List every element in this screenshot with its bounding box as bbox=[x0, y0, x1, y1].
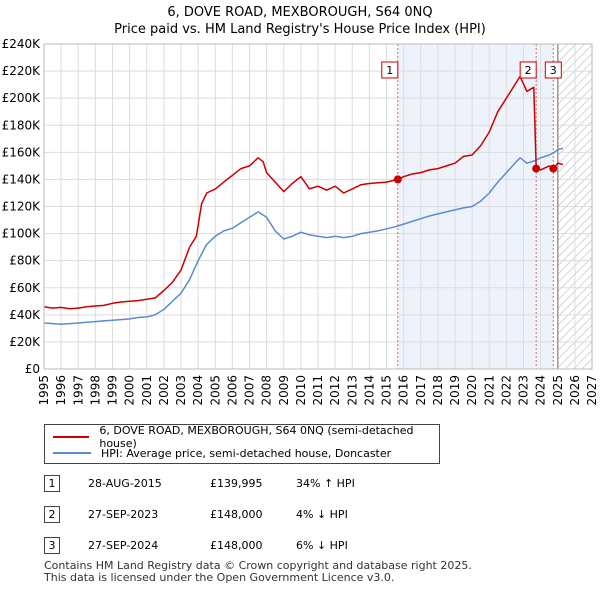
x-tick-label: 2021 bbox=[482, 375, 496, 406]
sale-point-2 bbox=[532, 164, 541, 173]
legend-label-property: 6, DOVE ROAD, MEXBOROUGH, S64 0NQ (semi-… bbox=[99, 424, 414, 450]
legend-item-hpi: HPI: Average price, semi-detached house,… bbox=[53, 445, 391, 461]
y-tick-label: £40K bbox=[9, 308, 41, 322]
footer: Contains HM Land Registry data © Crown c… bbox=[44, 560, 472, 584]
x-tick-label: 2016 bbox=[397, 375, 411, 406]
x-tick-label: 2000 bbox=[123, 375, 137, 406]
transaction-number: 1 bbox=[44, 475, 60, 492]
x-tick-label: 2010 bbox=[294, 375, 308, 406]
x-tick-label: 2022 bbox=[499, 375, 513, 406]
x-tick-label: 1998 bbox=[88, 375, 102, 406]
x-tick-label: 2026 bbox=[568, 375, 582, 406]
legend: 6, DOVE ROAD, MEXBOROUGH, S64 0NQ (semi-… bbox=[44, 424, 440, 464]
chart-subtitle: Price paid vs. HM Land Registry's House … bbox=[114, 22, 486, 37]
y-tick-label: £60K bbox=[9, 281, 41, 295]
y-tick-label: £140K bbox=[2, 172, 42, 186]
x-tick-label: 2018 bbox=[431, 375, 445, 406]
x-tick-label: 2003 bbox=[174, 375, 188, 406]
y-tick-label: £220K bbox=[2, 64, 42, 78]
transaction-hpi: 4% ↓ HPI bbox=[296, 508, 348, 521]
legend-label-hpi: HPI: Average price, semi-detached house,… bbox=[101, 446, 392, 460]
y-tick-label: £160K bbox=[2, 145, 42, 159]
marker-label-box-3 bbox=[544, 61, 562, 79]
series-line-property bbox=[43, 75, 564, 310]
x-tick-label: 2006 bbox=[225, 375, 239, 406]
x-tick-label: 2024 bbox=[534, 375, 548, 406]
marker-label-box-1 bbox=[381, 61, 399, 79]
transaction-number: 2 bbox=[44, 506, 60, 523]
x-tick-label: 1995 bbox=[37, 375, 51, 406]
y-tick-label: £80K bbox=[9, 254, 41, 268]
x-tick-label: 2023 bbox=[517, 375, 531, 406]
transaction-date: 28-AUG-2015 bbox=[88, 477, 162, 490]
transaction-number: 3 bbox=[44, 537, 60, 554]
x-tick-label: 2009 bbox=[277, 375, 291, 406]
x-tick-label: 2001 bbox=[140, 375, 154, 406]
x-tick-label: 2012 bbox=[328, 375, 342, 406]
y-tick-label: £20K bbox=[9, 335, 41, 349]
x-tick-label: 1996 bbox=[54, 375, 68, 406]
series-line-hpi bbox=[43, 147, 564, 326]
x-tick-label: 2020 bbox=[465, 375, 479, 406]
y-tick-label: £200K bbox=[2, 91, 42, 105]
x-tick-label: 2005 bbox=[208, 375, 222, 406]
x-tick-label: 2014 bbox=[362, 375, 376, 406]
transaction-price: £148,000 bbox=[210, 508, 263, 521]
x-tick-label: 2007 bbox=[243, 375, 257, 406]
y-tick-label: £180K bbox=[2, 118, 42, 132]
legend-swatch-blue bbox=[53, 452, 91, 454]
x-tick-label: 2019 bbox=[448, 375, 462, 406]
x-tick-label: 2027 bbox=[585, 375, 599, 406]
marker-label-3: 3 bbox=[550, 64, 557, 77]
y-tick-label: £0 bbox=[25, 362, 40, 376]
legend-item-property: 6, DOVE ROAD, MEXBOROUGH, S64 0NQ (semi-… bbox=[53, 424, 439, 450]
transaction-hpi: 34% ↑ HPI bbox=[296, 477, 355, 490]
marker-label-1: 1 bbox=[386, 64, 393, 77]
x-tick-label: 1999 bbox=[106, 375, 120, 406]
transaction-date: 27-SEP-2023 bbox=[88, 508, 159, 521]
x-tick-label: 2015 bbox=[380, 375, 394, 406]
y-tick-label: £120K bbox=[2, 200, 42, 214]
transaction-price: £139,995 bbox=[210, 477, 263, 490]
plot-border bbox=[43, 43, 593, 370]
y-tick-label: £240K bbox=[2, 37, 42, 51]
x-tick-label: 1997 bbox=[71, 375, 85, 406]
x-tick-label: 2004 bbox=[191, 375, 205, 406]
transaction-hpi: 6% ↓ HPI bbox=[296, 539, 348, 552]
x-tick-label: 2017 bbox=[414, 375, 428, 406]
sale-point-3 bbox=[549, 164, 558, 173]
x-tick-label: 2011 bbox=[311, 375, 325, 406]
x-tick-label: 2002 bbox=[157, 375, 171, 406]
marker-label-box-2 bbox=[519, 61, 537, 79]
marker-label-2: 2 bbox=[525, 64, 532, 77]
transaction-date: 27-SEP-2024 bbox=[88, 539, 159, 552]
footer-licence: This data is licensed under the Open Gov… bbox=[44, 571, 395, 584]
x-tick-label: 2008 bbox=[260, 375, 274, 406]
price-chart: 6, DOVE ROAD, MEXBOROUGH, S64 0NQ Price … bbox=[2, 5, 599, 406]
footer-copyright: Contains HM Land Registry data © Crown c… bbox=[44, 559, 472, 572]
x-tick-label: 2025 bbox=[551, 375, 565, 406]
legend-swatch-red bbox=[53, 436, 90, 438]
y-tick-label: £100K bbox=[2, 227, 42, 241]
transaction-price: £148,000 bbox=[210, 539, 263, 552]
sale-point-1 bbox=[393, 175, 402, 184]
chart-title: 6, DOVE ROAD, MEXBOROUGH, S64 0NQ bbox=[167, 5, 432, 20]
x-tick-label: 2013 bbox=[345, 375, 359, 406]
